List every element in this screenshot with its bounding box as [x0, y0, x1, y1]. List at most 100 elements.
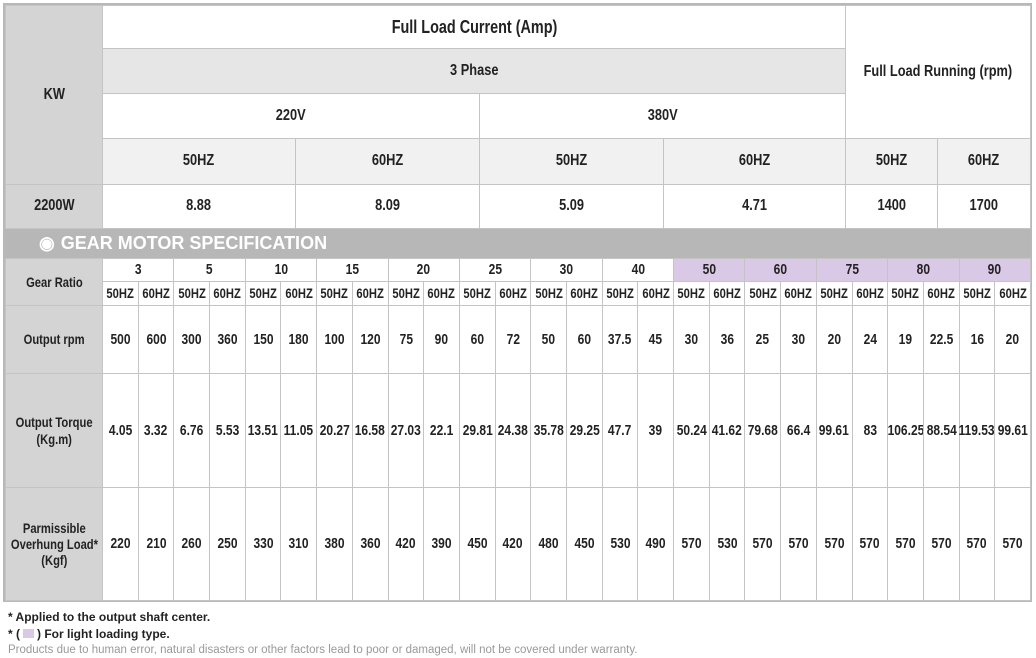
data-cell: 570 — [994, 487, 1031, 601]
cell-text: 37.5 — [608, 330, 632, 348]
cell-text: 39 — [649, 421, 663, 439]
cell-text: 11.05 — [284, 421, 314, 439]
cell-text: 120 — [360, 330, 381, 348]
cell-text: Gear Ratio — [25, 273, 83, 290]
cell-text: 22.5 — [929, 330, 953, 348]
header-cell: 220V — [102, 93, 480, 139]
cell-text: 3.32 — [144, 421, 168, 439]
cell-text: 50HZ — [178, 285, 206, 302]
data-cell: 16 — [958, 305, 996, 374]
cell-text: 260 — [181, 535, 202, 553]
data-cell: 30 — [673, 305, 710, 374]
frequency-cell: 50HZ — [958, 281, 996, 306]
data-cell: 570 — [922, 487, 960, 601]
data-cell: 390 — [423, 487, 460, 601]
cell-text: 60HZ — [142, 285, 170, 302]
cell-text: 1700 — [969, 197, 999, 215]
data-cell: 1400 — [845, 184, 938, 229]
cell-text: 490 — [645, 535, 666, 553]
data-cell: 360 — [351, 487, 389, 601]
data-cell: 99.61 — [994, 373, 1031, 488]
cell-text: 5.53 — [215, 421, 240, 439]
data-cell: 39 — [637, 373, 675, 488]
cell-text: 20 — [1005, 330, 1020, 348]
data-cell: 30 — [780, 305, 817, 374]
cell-text: 570 — [931, 535, 952, 553]
cell-text: 60HZ — [927, 285, 955, 302]
cell-text: 570 — [788, 535, 809, 553]
data-cell: 25 — [744, 305, 782, 374]
cell-text: 13.51 — [248, 421, 279, 439]
cell-text: 600 — [146, 330, 167, 348]
data-cell: 24.38 — [494, 373, 532, 488]
data-cell: 4.05 — [102, 373, 139, 488]
cell-text: 6.76 — [180, 421, 204, 439]
data-cell: 570 — [780, 487, 817, 601]
cell-text: 50HZ — [677, 285, 706, 302]
cell-text: 100 — [324, 330, 345, 348]
cell-text: KW — [43, 85, 65, 103]
cell-text: 310 — [288, 535, 309, 553]
cell-text: 5.09 — [559, 197, 584, 215]
header-cell: 60HZ — [663, 138, 846, 185]
data-cell: 530 — [708, 487, 746, 601]
cell-text: 27.03 — [390, 421, 421, 439]
data-cell: 119.53 — [958, 373, 996, 488]
header-cell: 50HZ — [845, 138, 938, 185]
cell-text: 60HZ — [427, 285, 456, 302]
ratio-cell: 10 — [244, 258, 318, 282]
cell-text: 330 — [253, 535, 274, 553]
cell-text: 16.58 — [355, 421, 386, 439]
cell-text: 50 — [702, 261, 716, 279]
data-cell: 47.7 — [601, 373, 639, 488]
cell-text: Output rpm — [23, 331, 85, 348]
cell-text: 60HZ — [998, 285, 1027, 302]
cell-text: 66.4 — [786, 421, 811, 439]
cell-text: 88.54 — [926, 421, 957, 439]
data-cell: 480 — [530, 487, 567, 601]
frequency-cell: 60HZ — [209, 281, 246, 306]
cell-text: 90 — [434, 330, 449, 348]
data-cell: 37.5 — [601, 305, 639, 374]
cell-text: 570 — [966, 535, 987, 553]
cell-text: (Kgf) — [40, 552, 68, 569]
data-cell: 300 — [173, 305, 211, 374]
data-cell: 50.24 — [673, 373, 710, 488]
cell-text: 360 — [217, 330, 238, 348]
cell-text: 4.71 — [742, 197, 767, 215]
cell-text: 390 — [431, 535, 452, 553]
data-cell: 570 — [851, 487, 889, 601]
frequency-cell: 60HZ — [423, 281, 460, 306]
data-cell: 22.5 — [922, 305, 960, 374]
cell-text: 50 — [541, 330, 556, 348]
cell-text: 50HZ — [875, 152, 908, 170]
cell-text: 25 — [756, 330, 770, 348]
cell-text: 300 — [181, 330, 202, 348]
cell-text: 24.38 — [497, 421, 528, 439]
frequency-cell: 50HZ — [173, 281, 211, 306]
data-cell: 500 — [102, 305, 139, 374]
frequency-cell: 60HZ — [137, 281, 175, 306]
data-cell: 20.27 — [316, 373, 353, 488]
data-cell: 60 — [458, 305, 496, 374]
cell-text: 450 — [467, 535, 488, 553]
data-cell: 8.09 — [295, 184, 480, 229]
frequency-cell: 50HZ — [673, 281, 710, 306]
cell-text: Parmissible — [22, 519, 86, 536]
data-cell: 120 — [351, 305, 389, 374]
cell-text: 3 — [134, 261, 142, 279]
data-cell: 20 — [815, 305, 853, 374]
footnote: * Applied to the output shaft center. — [8, 610, 211, 624]
cell-text: 45 — [649, 330, 663, 348]
data-cell: 29.25 — [566, 373, 603, 488]
cell-text: 40 — [631, 261, 645, 279]
data-cell: 250 — [209, 487, 246, 601]
row-label: 2200W — [5, 184, 103, 229]
cell-text: 50HZ — [963, 285, 991, 302]
cell-text: 50HZ — [320, 285, 349, 302]
cell-text: 570 — [824, 535, 845, 553]
cell-text: 20.27 — [319, 421, 350, 439]
data-cell: 310 — [280, 487, 318, 601]
header-cell: Full Load Current (Amp) — [102, 5, 846, 49]
